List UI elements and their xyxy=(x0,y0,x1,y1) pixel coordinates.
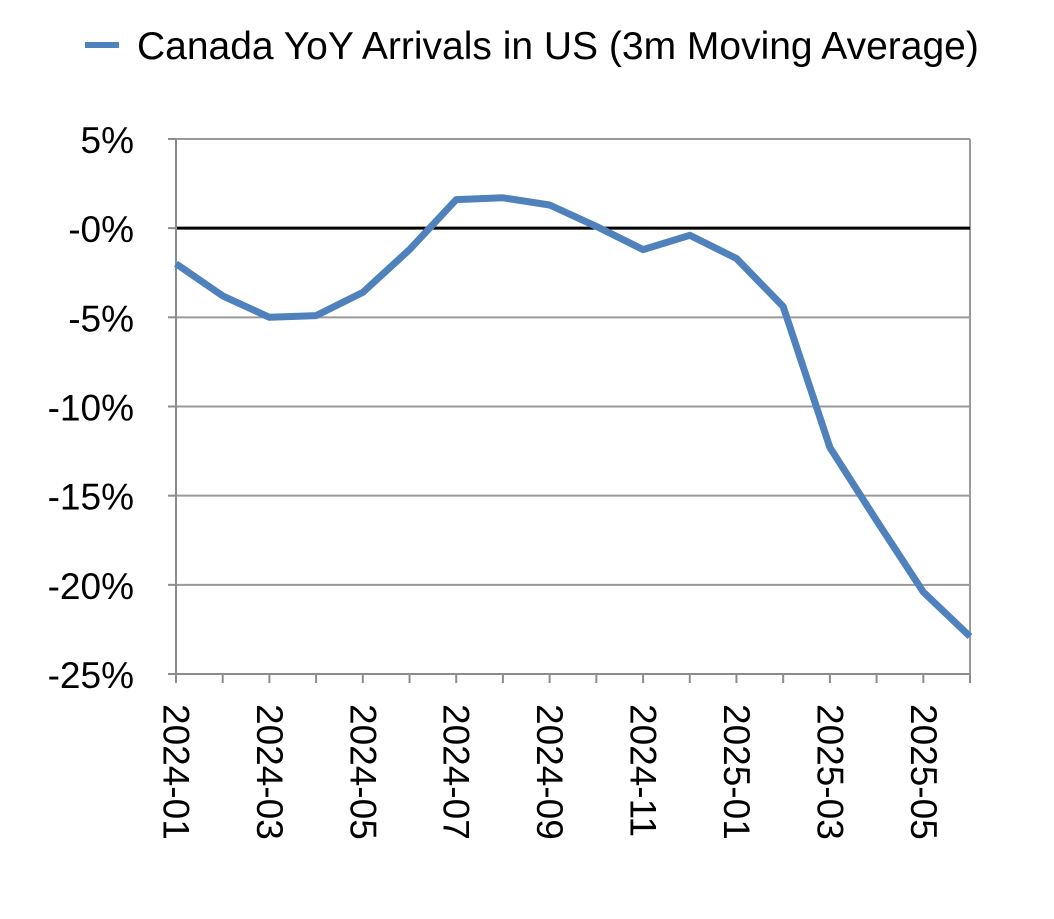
legend: Canada YoY Arrivals in US (3m Moving Ave… xyxy=(85,25,979,68)
y-tick-label: 5% xyxy=(81,120,134,161)
x-tick-label: 2024-05 xyxy=(342,704,383,840)
y-tick-label: -20% xyxy=(48,566,134,607)
x-tick-label: 2025-05 xyxy=(903,704,944,840)
y-tick-labels: 5% -0% -5% -10% -15% -20% -25% xyxy=(48,120,134,696)
series-layer xyxy=(176,198,970,637)
x-tick-label: 2024-03 xyxy=(249,704,290,840)
y-tick-label: -5% xyxy=(68,298,134,339)
x-tick-label: 2024-09 xyxy=(529,704,570,840)
y-tick-label: -15% xyxy=(48,477,134,518)
y-tick-label: -0% xyxy=(68,209,134,250)
x-tick-label: 2025-03 xyxy=(809,704,850,840)
x-tick-label: 2024-11 xyxy=(623,704,664,837)
axes xyxy=(168,139,970,683)
x-tick-label: 2024-07 xyxy=(436,704,477,840)
series-line xyxy=(176,198,970,637)
y-tick-label: -10% xyxy=(48,388,134,429)
legend-label: Canada YoY Arrivals in US (3m Moving Ave… xyxy=(137,25,979,68)
x-tick-label: 2025-01 xyxy=(716,704,757,840)
x-tick-label: 2024-01 xyxy=(156,704,197,840)
y-tick-label: -25% xyxy=(48,655,134,696)
x-tick-labels: 2024-01 2024-03 2024-05 2024-07 2024-09 2024-… xyxy=(156,704,944,840)
